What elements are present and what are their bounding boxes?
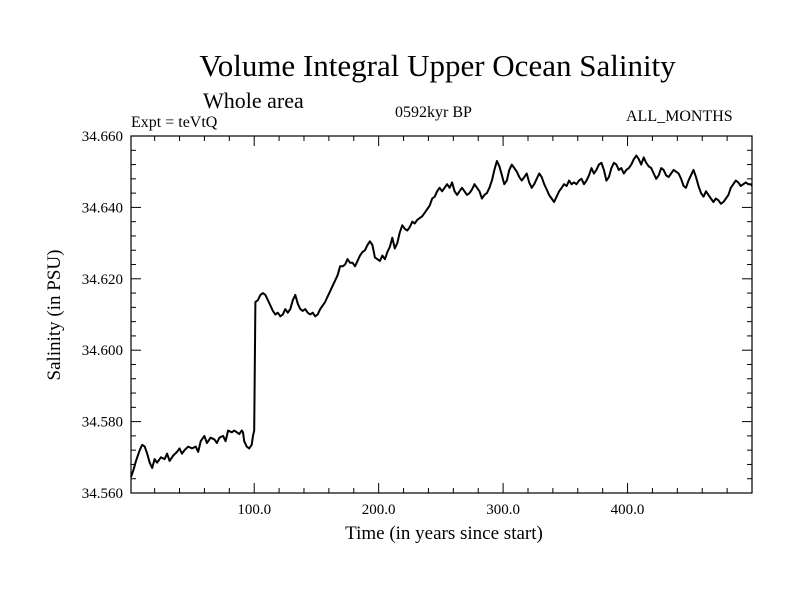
experiment-label: Expt = teVtQ <box>131 114 218 131</box>
x-tick-label: 400.0 <box>611 502 645 518</box>
tick-marks <box>131 136 752 493</box>
series-line <box>130 154 753 478</box>
period-label: 0592kyr BP <box>395 104 472 121</box>
y-tick-label: 34.600 <box>82 343 123 359</box>
x-tick-label: 300.0 <box>486 502 520 518</box>
months-label: ALL_MONTHS <box>626 108 733 125</box>
plot-frame <box>130 135 753 494</box>
y-tick-label: 34.620 <box>82 272 123 288</box>
chart-title: Volume Integral Upper Ocean Salinity <box>199 48 676 83</box>
x-tick-label: 200.0 <box>362 502 396 518</box>
x-axis-label: Time (in years since start) <box>345 523 543 544</box>
tick-labels: 100.0 200.0 300.0 400.0 34.560 34.580 34.600 34… <box>82 129 645 518</box>
y-tick-label: 34.640 <box>82 200 123 216</box>
y-tick-label: 34.560 <box>82 486 123 502</box>
x-tick-label: 100.0 <box>237 502 271 518</box>
y-tick-label: 34.660 <box>82 129 123 145</box>
chart-subtitle: Whole area <box>203 88 304 113</box>
y-tick-label: 34.580 <box>82 415 123 431</box>
